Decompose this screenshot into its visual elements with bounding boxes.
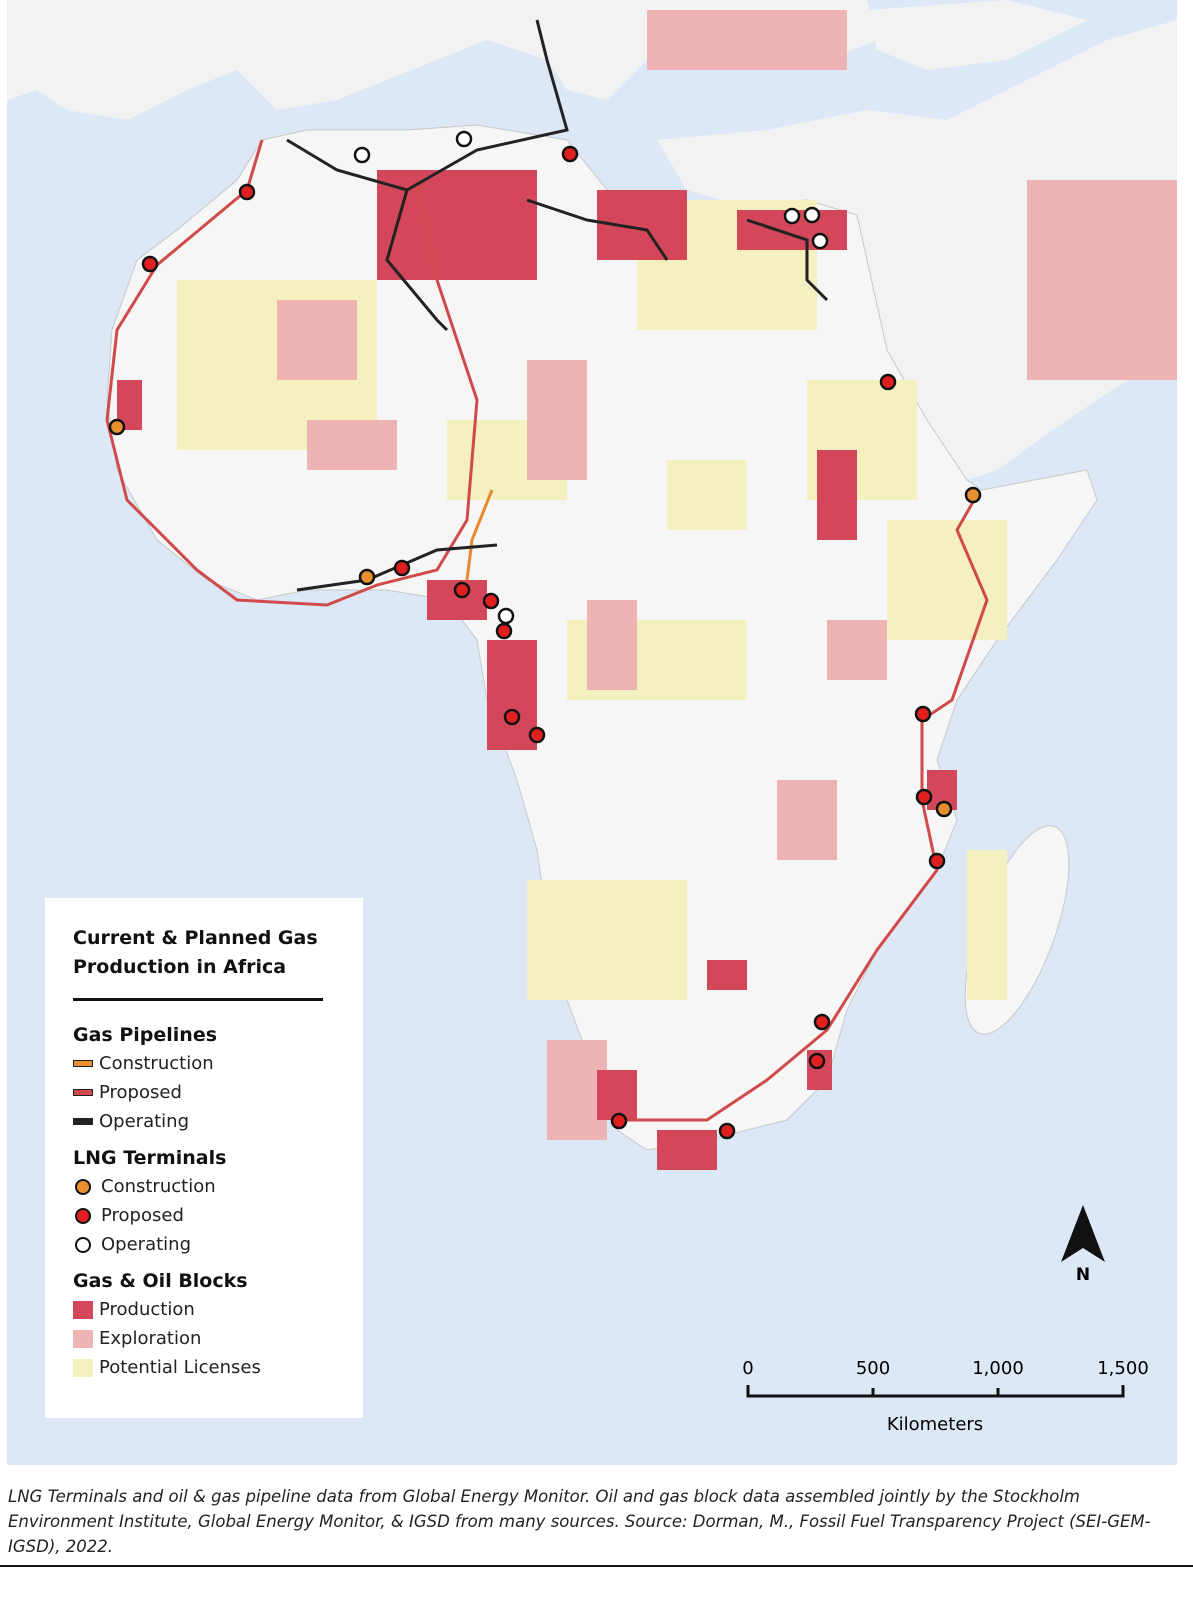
operating-pipeline bbox=[286, 19, 569, 192]
legend-item: Proposed bbox=[73, 1078, 335, 1107]
legend-section-title: LNG Terminals bbox=[73, 1147, 227, 1169]
legend-swatch bbox=[73, 1300, 93, 1319]
exploration-blocks bbox=[277, 10, 1177, 1140]
legend-item: Potential Licenses bbox=[73, 1353, 335, 1382]
black-sea-coast bbox=[867, 0, 1087, 70]
legend-item: Construction bbox=[73, 1049, 335, 1078]
legend-item-label: Production bbox=[99, 1299, 195, 1320]
legend-item-label: Exploration bbox=[99, 1328, 202, 1349]
operating-pipeline bbox=[526, 198, 669, 261]
legend-swatch bbox=[75, 1236, 91, 1253]
legend-item-label: Proposed bbox=[99, 1082, 182, 1103]
scale-line bbox=[746, 1385, 1125, 1398]
scale-bar: Kilometers 0 500 1,000 1,500 bbox=[742, 1358, 1148, 1435]
legend-swatch bbox=[75, 1178, 91, 1195]
legend-item: Proposed bbox=[73, 1201, 335, 1230]
legend-item: Operating bbox=[73, 1230, 335, 1259]
legend-item-label: Construction bbox=[101, 1176, 216, 1197]
legend-swatch bbox=[73, 1358, 93, 1377]
legend-item: Exploration bbox=[73, 1324, 335, 1353]
legend-section-title: Gas & Oil Blocks bbox=[73, 1270, 248, 1292]
legend-item-label: Proposed bbox=[101, 1205, 184, 1226]
legend-title: Current & Planned Gas Production in Afri… bbox=[73, 924, 323, 1001]
scale-unit: Kilometers bbox=[887, 1414, 983, 1435]
legend-item-label: Construction bbox=[99, 1053, 214, 1074]
scale-tick-label: 1,000 bbox=[972, 1358, 1024, 1379]
north-label: N bbox=[1076, 1265, 1090, 1285]
legend-item: Operating bbox=[73, 1107, 335, 1136]
proposed-pipeline bbox=[105, 139, 479, 607]
legend-item: Construction bbox=[73, 1172, 335, 1201]
legend-item-label: Operating bbox=[99, 1111, 189, 1132]
proposed-pipeline bbox=[627, 494, 989, 1122]
construction-pipeline bbox=[465, 489, 494, 581]
legend-swatch bbox=[73, 1089, 93, 1096]
scale-tick-label: 0 bbox=[742, 1358, 753, 1379]
caption: LNG Terminals and oil & gas pipeline dat… bbox=[8, 1487, 1151, 1556]
legend-item-label: Operating bbox=[101, 1234, 191, 1255]
legend-item-label: Potential Licenses bbox=[99, 1357, 261, 1378]
production-blocks bbox=[117, 170, 957, 1170]
legend-swatch bbox=[75, 1207, 91, 1224]
legend-swatch bbox=[73, 1118, 93, 1125]
legend-section-title: Gas Pipelines bbox=[73, 1024, 218, 1046]
operating-pipeline bbox=[385, 189, 449, 332]
bottom-rule bbox=[0, 1565, 1193, 1567]
legend-sections: Gas Pipelines Construction Proposed Operati… bbox=[73, 1021, 335, 1382]
lng-terminals bbox=[108, 130, 982, 1140]
scale-tick-label: 500 bbox=[856, 1358, 890, 1379]
north-arrow bbox=[1061, 1205, 1105, 1262]
legend-swatch bbox=[73, 1060, 93, 1067]
legend: Current & Planned Gas Production in Afri… bbox=[45, 898, 363, 1418]
scale-tick-label: 1,500 bbox=[1097, 1358, 1149, 1379]
legend-item: Production bbox=[73, 1295, 335, 1324]
operating-pipeline bbox=[746, 218, 829, 302]
legend-swatch bbox=[73, 1329, 93, 1348]
